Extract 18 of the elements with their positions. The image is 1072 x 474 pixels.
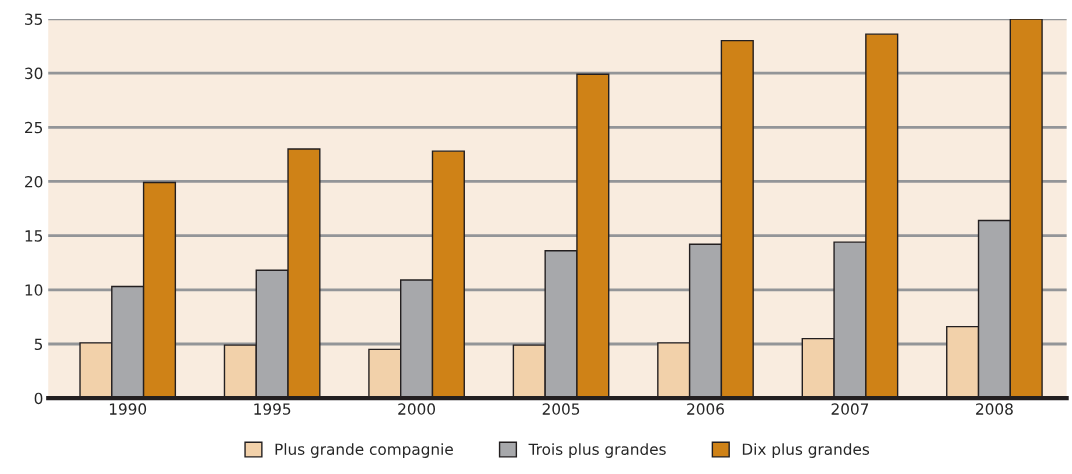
x-tick-label: 2007	[831, 403, 869, 415]
y-tick-label: 15	[25, 230, 43, 242]
legend-label: Plus grande compagnie	[275, 443, 453, 458]
x-tick-label: 2000	[398, 403, 436, 415]
y-tick-label: 25	[25, 121, 43, 134]
y-tick-label: 0	[34, 392, 43, 405]
y-tick-label: 20	[25, 175, 43, 188]
x-tick-label: 1995	[254, 403, 291, 415]
y-tick-label: 35	[25, 13, 43, 25]
legend-label: Dix plus grandes	[742, 443, 870, 458]
y-tick-label: 5	[34, 338, 43, 351]
legend-label: Trois plus grandes	[528, 443, 666, 458]
x-tick-label: 2005	[542, 403, 580, 415]
y-tick-label: 30	[25, 67, 43, 80]
x-tick-label: 2006	[687, 403, 724, 415]
y-tick-label: 10	[25, 284, 43, 296]
x-tick-label: 1990	[109, 403, 147, 415]
x-tick-label: 2008	[976, 403, 1013, 415]
